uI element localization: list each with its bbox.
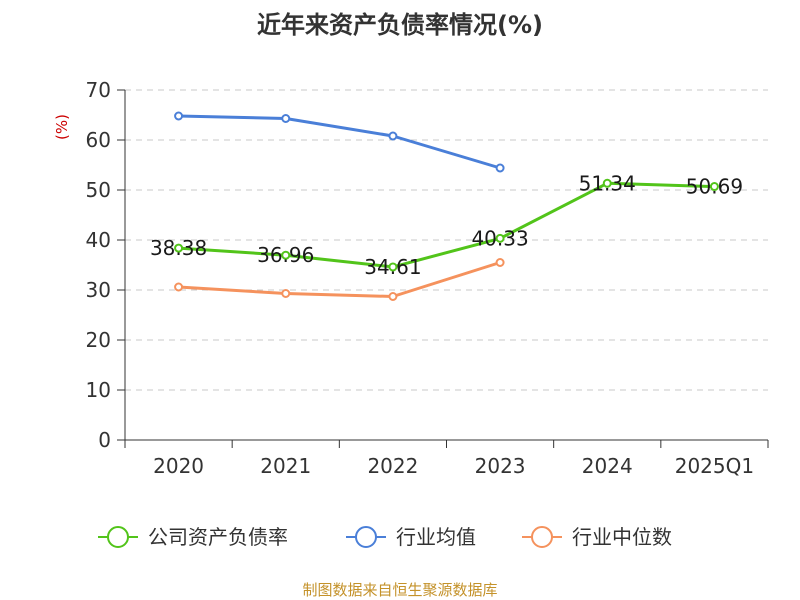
x-tick-label: 2021: [260, 454, 311, 478]
x-tick-label: 2023: [475, 454, 526, 478]
legend-label: 行业中位数: [572, 525, 672, 549]
series-line: [177, 261, 502, 298]
data-label: 34.61: [364, 255, 421, 279]
y-tick-label: 20: [86, 328, 111, 352]
y-tick-label: 30: [86, 278, 111, 302]
legend-label: 行业均值: [396, 525, 476, 549]
grid-lines: [125, 89, 768, 391]
y-tick-label: 10: [86, 378, 111, 402]
data-label: 38.38: [150, 236, 207, 260]
data-label: 40.33: [471, 226, 528, 250]
y-tick-label: 50: [86, 178, 111, 202]
data-point: [174, 111, 184, 121]
data-point: [495, 163, 505, 173]
legend-marker: [107, 526, 129, 548]
data-label: 36.96: [257, 243, 314, 267]
legend-marker: [531, 526, 553, 548]
y-tick-label: 0: [98, 428, 111, 452]
data-point: [495, 258, 505, 267]
data-point: [281, 289, 291, 298]
x-tick-label: 2020: [153, 454, 204, 478]
data-label: 51.34: [579, 171, 636, 195]
data-point: [388, 131, 398, 141]
legend-item: 公司资产负债率: [98, 525, 288, 549]
chart-title: 近年来资产负债率情况(%): [257, 11, 543, 39]
data-point: [281, 114, 291, 123]
data-point: [281, 250, 291, 260]
source-note: 制图数据来自恒生聚源数据库: [302, 581, 497, 599]
y-tick-label: 70: [86, 78, 111, 102]
data-point: [174, 282, 184, 292]
data-point: [602, 178, 612, 188]
series-layer: [174, 111, 719, 301]
data-label: 50.69: [686, 175, 743, 199]
legend-label: 公司资产负债率: [148, 525, 288, 549]
y-tick-label: 40: [86, 228, 111, 252]
data-point: [388, 262, 398, 272]
data-point: [709, 182, 719, 192]
x-tick-label: 2022: [367, 454, 418, 478]
legend-item: 行业中位数: [522, 525, 672, 549]
series-line: [177, 181, 716, 269]
data-point: [388, 292, 398, 301]
x-axis-ticks: 2020 2021 2022 2023 2024 2025Q1: [124, 440, 769, 478]
y-tick-label: 60: [86, 128, 111, 152]
data-labels: 38.38 36.96 34.61 40.33 51.34 50.69: [150, 171, 743, 279]
data-point: [495, 233, 505, 243]
legend: 公司资产负债率 行业均值 行业中位数: [98, 525, 672, 549]
x-tick-label: 2024: [582, 454, 633, 478]
legend-marker: [355, 526, 377, 548]
x-tick-label: 2025Q1: [675, 454, 754, 478]
y-axis-unit: (%): [53, 114, 71, 140]
axes: [124, 90, 768, 441]
series-line: [177, 114, 502, 170]
data-point: [174, 243, 184, 253]
y-axis-ticks: 0 10 20 30 40 50 60 70: [86, 78, 125, 452]
legend-item: 行业均值: [346, 525, 476, 549]
